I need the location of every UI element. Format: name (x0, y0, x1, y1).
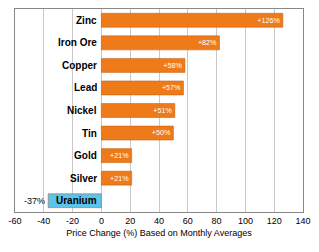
svg-text:40: 40 (154, 216, 164, 226)
svg-text:+126%: +126% (257, 17, 280, 25)
svg-text:-20: -20 (66, 216, 79, 226)
svg-text:-40: -40 (37, 216, 50, 226)
svg-text:Tin: Tin (82, 128, 97, 139)
svg-text:Price Change (%) Based on Mont: Price Change (%) Based on Monthly Averag… (66, 228, 252, 238)
svg-text:0: 0 (99, 216, 104, 226)
svg-text:+58%: +58% (163, 62, 182, 70)
svg-text:Nickel: Nickel (67, 105, 97, 116)
svg-text:Lead: Lead (74, 82, 97, 93)
svg-text:120: 120 (267, 216, 282, 226)
svg-text:-37%: -37% (24, 196, 45, 206)
svg-text:140: 140 (295, 216, 310, 226)
svg-text:60: 60 (183, 216, 193, 226)
svg-text:80: 80 (212, 216, 222, 226)
svg-text:Silver: Silver (70, 173, 97, 184)
svg-text:Iron Ore: Iron Ore (58, 37, 97, 48)
svg-text:Copper: Copper (62, 60, 97, 71)
svg-text:Gold: Gold (74, 150, 97, 161)
svg-text:20: 20 (125, 216, 135, 226)
svg-text:100: 100 (238, 216, 253, 226)
svg-text:Zinc: Zinc (76, 15, 97, 26)
svg-text:+50%: +50% (152, 128, 171, 137)
svg-text:+51%: +51% (153, 107, 172, 115)
svg-text:+21%: +21% (110, 152, 129, 160)
svg-text:+57%: +57% (162, 83, 181, 92)
svg-text:Uranium: Uranium (56, 195, 97, 206)
svg-text:+21%: +21% (110, 174, 129, 183)
svg-text:+82%: +82% (198, 38, 217, 47)
svg-text:-60: -60 (8, 216, 21, 226)
